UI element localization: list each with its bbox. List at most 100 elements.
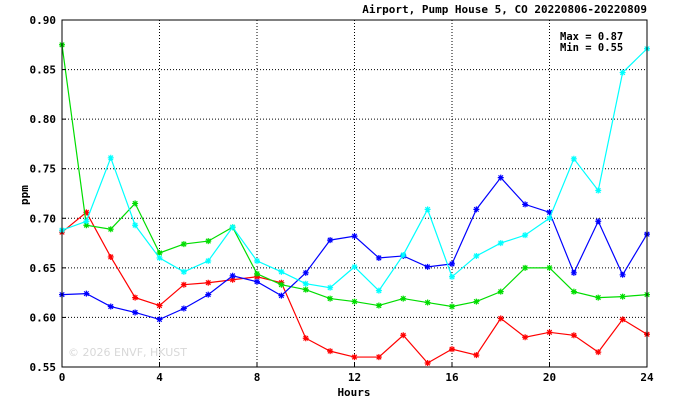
data-point [497, 288, 504, 295]
data-point [449, 346, 455, 353]
data-point [156, 249, 163, 256]
data-point [595, 218, 602, 225]
y-tick-label: 0.80 [30, 113, 57, 126]
x-axis-label: Hours [337, 386, 370, 399]
data-point [83, 290, 90, 297]
data-point [473, 206, 480, 213]
data-point [302, 280, 309, 287]
x-tick-label: 24 [640, 371, 654, 384]
min-annotation: Min = 0.55 [560, 42, 623, 54]
data-point [107, 226, 114, 233]
data-point [619, 316, 626, 323]
data-point [156, 254, 163, 261]
data-point [497, 315, 504, 322]
x-tick-label: 0 [59, 371, 66, 384]
data-point [473, 252, 480, 259]
data-point [351, 354, 358, 361]
data-point [400, 332, 407, 339]
data-point [473, 298, 480, 305]
data-point [570, 332, 577, 339]
data-point [375, 354, 382, 361]
data-point [278, 268, 285, 275]
data-point [132, 200, 139, 207]
data-point [180, 241, 187, 248]
data-point [229, 224, 236, 231]
y-tick-label: 0.70 [30, 212, 57, 225]
y-tick-label: 0.65 [30, 262, 57, 275]
data-point [83, 218, 90, 225]
data-point [619, 293, 626, 300]
data-point [546, 264, 553, 271]
data-point [327, 348, 334, 355]
data-point [205, 257, 212, 264]
data-point [83, 222, 90, 229]
x-tick-label: 8 [254, 371, 261, 384]
data-point [449, 260, 455, 267]
data-point [156, 316, 163, 323]
data-point [254, 270, 260, 277]
data-point [595, 187, 602, 194]
data-point [424, 263, 431, 270]
data-point [522, 232, 529, 239]
data-point [522, 201, 529, 208]
data-point [497, 240, 504, 247]
data-point [107, 253, 114, 260]
data-point [278, 281, 285, 288]
data-point [449, 303, 455, 310]
data-point [400, 295, 407, 302]
data-point [595, 294, 602, 301]
data-point [351, 233, 358, 240]
data-point [619, 271, 626, 278]
data-point [595, 349, 602, 356]
data-point [351, 263, 358, 270]
data-point [107, 303, 114, 310]
data-point [254, 278, 260, 285]
y-tick-label: 0.85 [30, 64, 57, 77]
data-point [278, 292, 285, 299]
data-point [375, 254, 382, 261]
data-point [327, 284, 334, 291]
data-point [180, 281, 187, 288]
data-point [375, 302, 382, 309]
data-point [546, 209, 553, 216]
x-tick-label: 16 [445, 371, 459, 384]
data-point [254, 257, 260, 264]
data-point [570, 269, 577, 276]
data-point [497, 174, 504, 181]
grid-lines [62, 20, 647, 367]
data-point [327, 295, 334, 302]
data-point [205, 279, 212, 286]
data-point [205, 291, 212, 298]
watermark: © 2026 ENVF, HKUST [68, 346, 187, 359]
data-point [302, 269, 309, 276]
y-tick-label: 0.90 [30, 14, 57, 27]
data-point [449, 273, 455, 280]
x-tick-label: 20 [543, 371, 556, 384]
y-tick-label: 0.60 [30, 311, 57, 324]
data-point [180, 268, 187, 275]
data-point [132, 294, 139, 301]
data-point [473, 352, 480, 359]
y-axis-label: ppm [18, 185, 31, 205]
data-point [619, 69, 626, 76]
data-point [522, 264, 529, 271]
data-point [107, 154, 114, 161]
data-point [400, 251, 407, 258]
data-point [205, 238, 212, 245]
data-point [351, 298, 358, 305]
data-point [546, 215, 553, 222]
data-point [546, 329, 553, 336]
data-point [156, 302, 163, 309]
data-point [229, 272, 236, 279]
y-tick-label: 0.55 [30, 361, 57, 374]
data-point [132, 222, 139, 229]
max-annotation: Max = 0.87 [560, 31, 623, 43]
data-point [570, 155, 577, 162]
axis-ticks: 0 4 8 12 16 20 24 0.55 0.60 0.65 0.70 0.75 0.80 0.85 0… [30, 14, 654, 384]
y-tick-label: 0.75 [30, 163, 57, 176]
chart-title: Airport, Pump House 5, CO 20220806-20220… [362, 3, 647, 16]
x-tick-label: 12 [348, 371, 361, 384]
data-point [132, 309, 139, 316]
data-point [424, 206, 431, 213]
